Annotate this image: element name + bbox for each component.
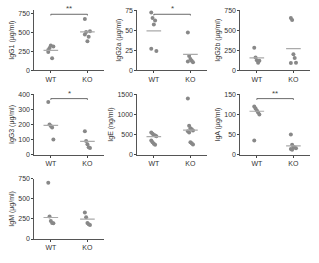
svg-text:750: 750 <box>18 10 30 17</box>
svg-text:KO: KO <box>288 76 299 83</box>
svg-text:500: 500 <box>18 29 30 36</box>
svg-text:*: * <box>68 89 71 98</box>
svg-text:750: 750 <box>18 175 30 182</box>
svg-text:IgG3 (μg/ml): IgG3 (μg/ml) <box>8 105 16 144</box>
svg-text:0: 0 <box>26 235 30 242</box>
svg-text:250: 250 <box>224 47 236 54</box>
svg-text:IgE (ng/ml): IgE (ng/ml) <box>107 107 115 141</box>
svg-text:IgG1 (μg/ml): IgG1 (μg/ml) <box>8 21 16 60</box>
svg-text:25: 25 <box>125 47 133 54</box>
svg-text:KO: KO <box>185 76 196 83</box>
svg-text:WT: WT <box>148 76 160 83</box>
svg-text:500: 500 <box>18 195 30 202</box>
svg-text:0: 0 <box>129 67 133 74</box>
svg-text:KO: KO <box>82 244 93 251</box>
svg-text:0: 0 <box>129 151 133 158</box>
svg-text:KO: KO <box>82 160 93 167</box>
svg-text:IgG2a (μg/ml): IgG2a (μg/ml) <box>115 19 123 62</box>
svg-text:75: 75 <box>125 7 133 14</box>
svg-text:WT: WT <box>45 244 57 251</box>
svg-text:500: 500 <box>224 27 236 34</box>
svg-text:50: 50 <box>125 27 133 34</box>
svg-text:KO: KO <box>185 160 196 167</box>
svg-text:WT: WT <box>45 160 57 167</box>
svg-text:WT: WT <box>251 76 263 83</box>
svg-text:200: 200 <box>18 121 30 128</box>
svg-text:1000: 1000 <box>117 111 133 118</box>
svg-text:WT: WT <box>45 76 57 83</box>
svg-text:IgM (μg/ml): IgM (μg/ml) <box>8 191 16 227</box>
svg-text:100: 100 <box>224 111 236 118</box>
svg-text:0: 0 <box>26 151 30 158</box>
svg-text:0: 0 <box>232 67 236 74</box>
svg-text:WT: WT <box>251 160 263 167</box>
svg-text:750: 750 <box>224 7 236 14</box>
svg-text:0: 0 <box>232 151 236 158</box>
svg-text:400: 400 <box>18 91 30 98</box>
svg-text:250: 250 <box>18 215 30 222</box>
svg-text:1500: 1500 <box>117 91 133 98</box>
svg-text:250: 250 <box>18 48 30 55</box>
svg-text:**: ** <box>272 89 278 98</box>
svg-text:0: 0 <box>26 67 30 74</box>
svg-text:150: 150 <box>224 91 236 98</box>
svg-text:IgG2b (μg/ml): IgG2b (μg/ml) <box>214 19 222 62</box>
svg-text:**: ** <box>66 4 72 13</box>
svg-text:WT: WT <box>148 160 160 167</box>
svg-text:100: 100 <box>18 136 30 143</box>
svg-text:KO: KO <box>288 160 299 167</box>
svg-text:500: 500 <box>121 131 133 138</box>
svg-text:50: 50 <box>228 131 236 138</box>
svg-text:IgA (μg/ml): IgA (μg/ml) <box>214 108 222 142</box>
svg-text:300: 300 <box>18 106 30 113</box>
svg-text:*: * <box>171 4 174 13</box>
svg-text:KO: KO <box>82 76 93 83</box>
